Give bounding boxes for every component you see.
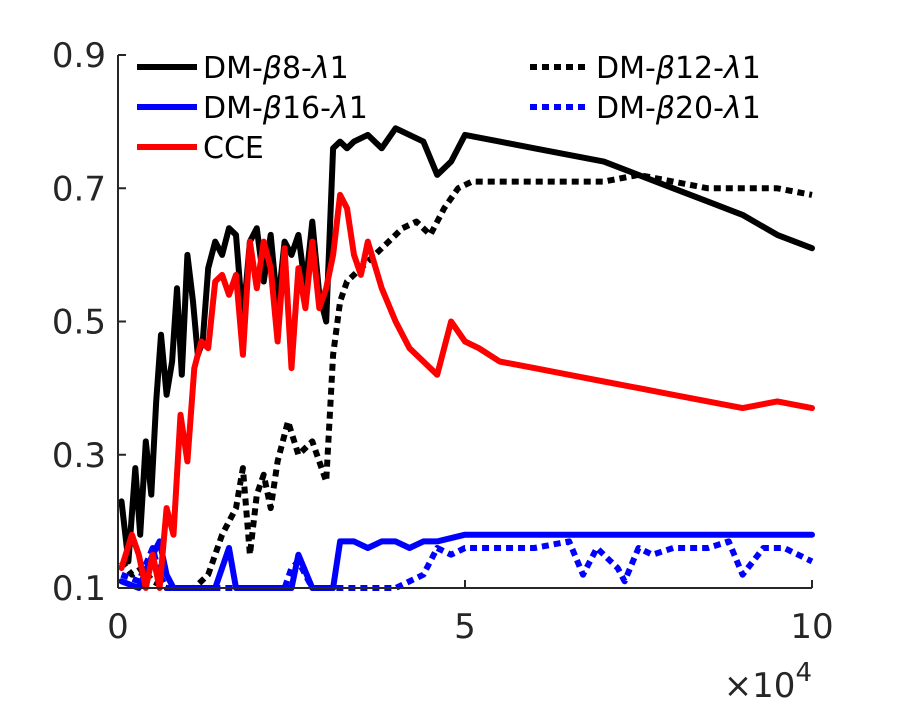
x-tick-label: 10 <box>790 607 833 647</box>
y-tick-label: 0.3 <box>52 436 106 476</box>
series-line-1 <box>119 171 813 591</box>
y-tick-label: 0.9 <box>52 36 106 76</box>
y-tick-label: 0.1 <box>52 569 106 609</box>
axes-layer: 0.1 0.3 0.5 0.7 0.9 0 5 10 ×104 <box>52 36 834 706</box>
legend-label: DM-β8-λ1 <box>203 51 349 86</box>
legend: DM-β8-λ1 DM-β16-λ1 CCE DM-β12-λ1 DM-β20-λ1 <box>137 51 761 166</box>
x-tick-label: 0 <box>107 607 129 647</box>
series-line-0 <box>118 125 815 565</box>
series-line-4 <box>118 191 815 591</box>
x-multiplier-label: ×104 <box>724 658 812 706</box>
y-tick-label: 0.7 <box>52 169 106 209</box>
series-line-3 <box>120 538 814 591</box>
legend-label: DM-β16-λ1 <box>203 91 368 126</box>
legend-label: DM-β12-λ1 <box>596 51 761 86</box>
legend-label: DM-β20-λ1 <box>596 91 761 126</box>
y-tick-label: 0.5 <box>52 303 106 343</box>
legend-label: CCE <box>203 131 264 166</box>
x-tick-label: 5 <box>454 607 476 647</box>
